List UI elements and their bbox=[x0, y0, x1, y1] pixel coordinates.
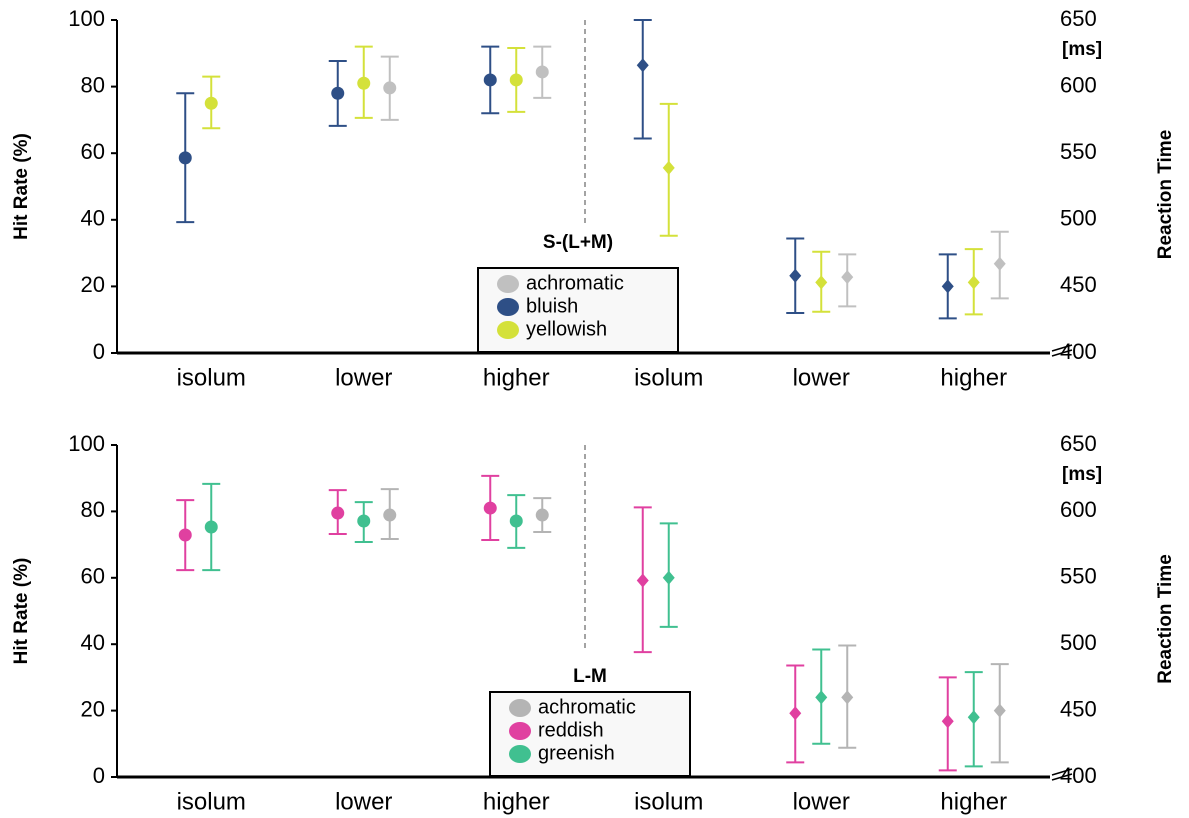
y-tick-label: 100 bbox=[68, 431, 105, 456]
point bbox=[509, 514, 523, 528]
legend-swatch bbox=[497, 298, 519, 316]
point bbox=[815, 275, 828, 290]
point bbox=[483, 73, 497, 87]
y2-tick-label: 600 bbox=[1060, 72, 1097, 97]
point bbox=[662, 570, 675, 585]
legend-label: bluish bbox=[526, 295, 578, 317]
axis-break bbox=[1051, 768, 1073, 781]
point bbox=[204, 96, 218, 110]
point bbox=[941, 714, 954, 729]
legend-swatch bbox=[509, 699, 531, 717]
y2-tick-label: 650 bbox=[1060, 431, 1097, 456]
axis-break bbox=[1051, 344, 1073, 357]
legend-title: L-M bbox=[573, 666, 607, 687]
y2-axis-title: Reaction Time bbox=[1155, 554, 1176, 684]
x-tick-label: higher bbox=[483, 364, 550, 391]
y2-unit: [ms] bbox=[1062, 39, 1102, 60]
point bbox=[483, 501, 497, 515]
y2-tick-label: 600 bbox=[1060, 497, 1097, 522]
x-tick-label: isolum bbox=[634, 364, 703, 391]
point bbox=[535, 508, 549, 522]
point bbox=[357, 514, 371, 528]
x-tick-label: isolum bbox=[177, 364, 246, 391]
legend-swatch bbox=[497, 275, 519, 293]
legend-label: reddish bbox=[538, 719, 604, 741]
legend-label: achromatic bbox=[526, 272, 624, 294]
point bbox=[815, 690, 828, 705]
point bbox=[331, 506, 345, 520]
x-tick-label: isolum bbox=[634, 788, 703, 815]
y-tick-label: 40 bbox=[81, 206, 105, 231]
y-tick-label: 60 bbox=[81, 139, 105, 164]
y-axis-title: Hit Rate (%) bbox=[11, 558, 32, 665]
y2-tick-label: 500 bbox=[1060, 206, 1097, 231]
point bbox=[993, 703, 1006, 718]
x-tick-label: higher bbox=[940, 788, 1007, 815]
x-tick-label: lower bbox=[335, 788, 392, 815]
y2-tick-label: 450 bbox=[1060, 272, 1097, 297]
legend-label: greenish bbox=[538, 742, 615, 764]
legend-swatch bbox=[497, 321, 519, 339]
y2-axis-title: Reaction Time bbox=[1155, 130, 1176, 260]
point bbox=[204, 520, 218, 534]
y2-tick-label: 650 bbox=[1060, 6, 1097, 31]
point bbox=[841, 270, 854, 285]
y2-tick-label: 550 bbox=[1060, 139, 1097, 164]
y-tick-label: 60 bbox=[81, 564, 105, 589]
y-tick-label: 80 bbox=[81, 497, 105, 522]
y2-tick-label: 500 bbox=[1060, 630, 1097, 655]
point bbox=[178, 151, 192, 165]
point bbox=[636, 573, 649, 588]
point bbox=[662, 160, 675, 175]
x-tick-label: higher bbox=[483, 788, 550, 815]
y-tick-label: 0 bbox=[93, 763, 105, 788]
point bbox=[967, 275, 980, 290]
point bbox=[967, 710, 980, 725]
y-axis-title: Hit Rate (%) bbox=[11, 133, 32, 240]
point bbox=[383, 81, 397, 95]
y-tick-label: 40 bbox=[81, 630, 105, 655]
point bbox=[535, 65, 549, 79]
point bbox=[178, 528, 192, 542]
y-tick-label: 20 bbox=[81, 696, 105, 721]
legend-title: S-(L+M) bbox=[543, 232, 613, 253]
y-tick-label: 0 bbox=[93, 339, 105, 364]
point bbox=[789, 706, 802, 721]
point bbox=[841, 690, 854, 705]
point bbox=[789, 268, 802, 283]
x-tick-label: isolum bbox=[177, 788, 246, 815]
y-tick-label: 100 bbox=[68, 6, 105, 31]
y-tick-label: 80 bbox=[81, 72, 105, 97]
x-tick-label: lower bbox=[335, 364, 392, 391]
point bbox=[509, 73, 523, 87]
y2-tick-label: 450 bbox=[1060, 696, 1097, 721]
legend-swatch bbox=[509, 745, 531, 763]
legend-label: yellowish bbox=[526, 318, 607, 340]
y2-unit: [ms] bbox=[1062, 464, 1102, 485]
y-tick-label: 20 bbox=[81, 272, 105, 297]
legend-label: achromatic bbox=[538, 696, 636, 718]
legend-swatch bbox=[509, 722, 531, 740]
point bbox=[636, 58, 649, 73]
point bbox=[941, 279, 954, 294]
point bbox=[331, 86, 345, 100]
x-tick-label: lower bbox=[793, 788, 850, 815]
x-tick-label: higher bbox=[940, 364, 1007, 391]
x-tick-label: lower bbox=[793, 364, 850, 391]
point bbox=[383, 508, 397, 522]
y2-tick-label: 550 bbox=[1060, 564, 1097, 589]
point bbox=[993, 256, 1006, 271]
point bbox=[357, 76, 371, 90]
